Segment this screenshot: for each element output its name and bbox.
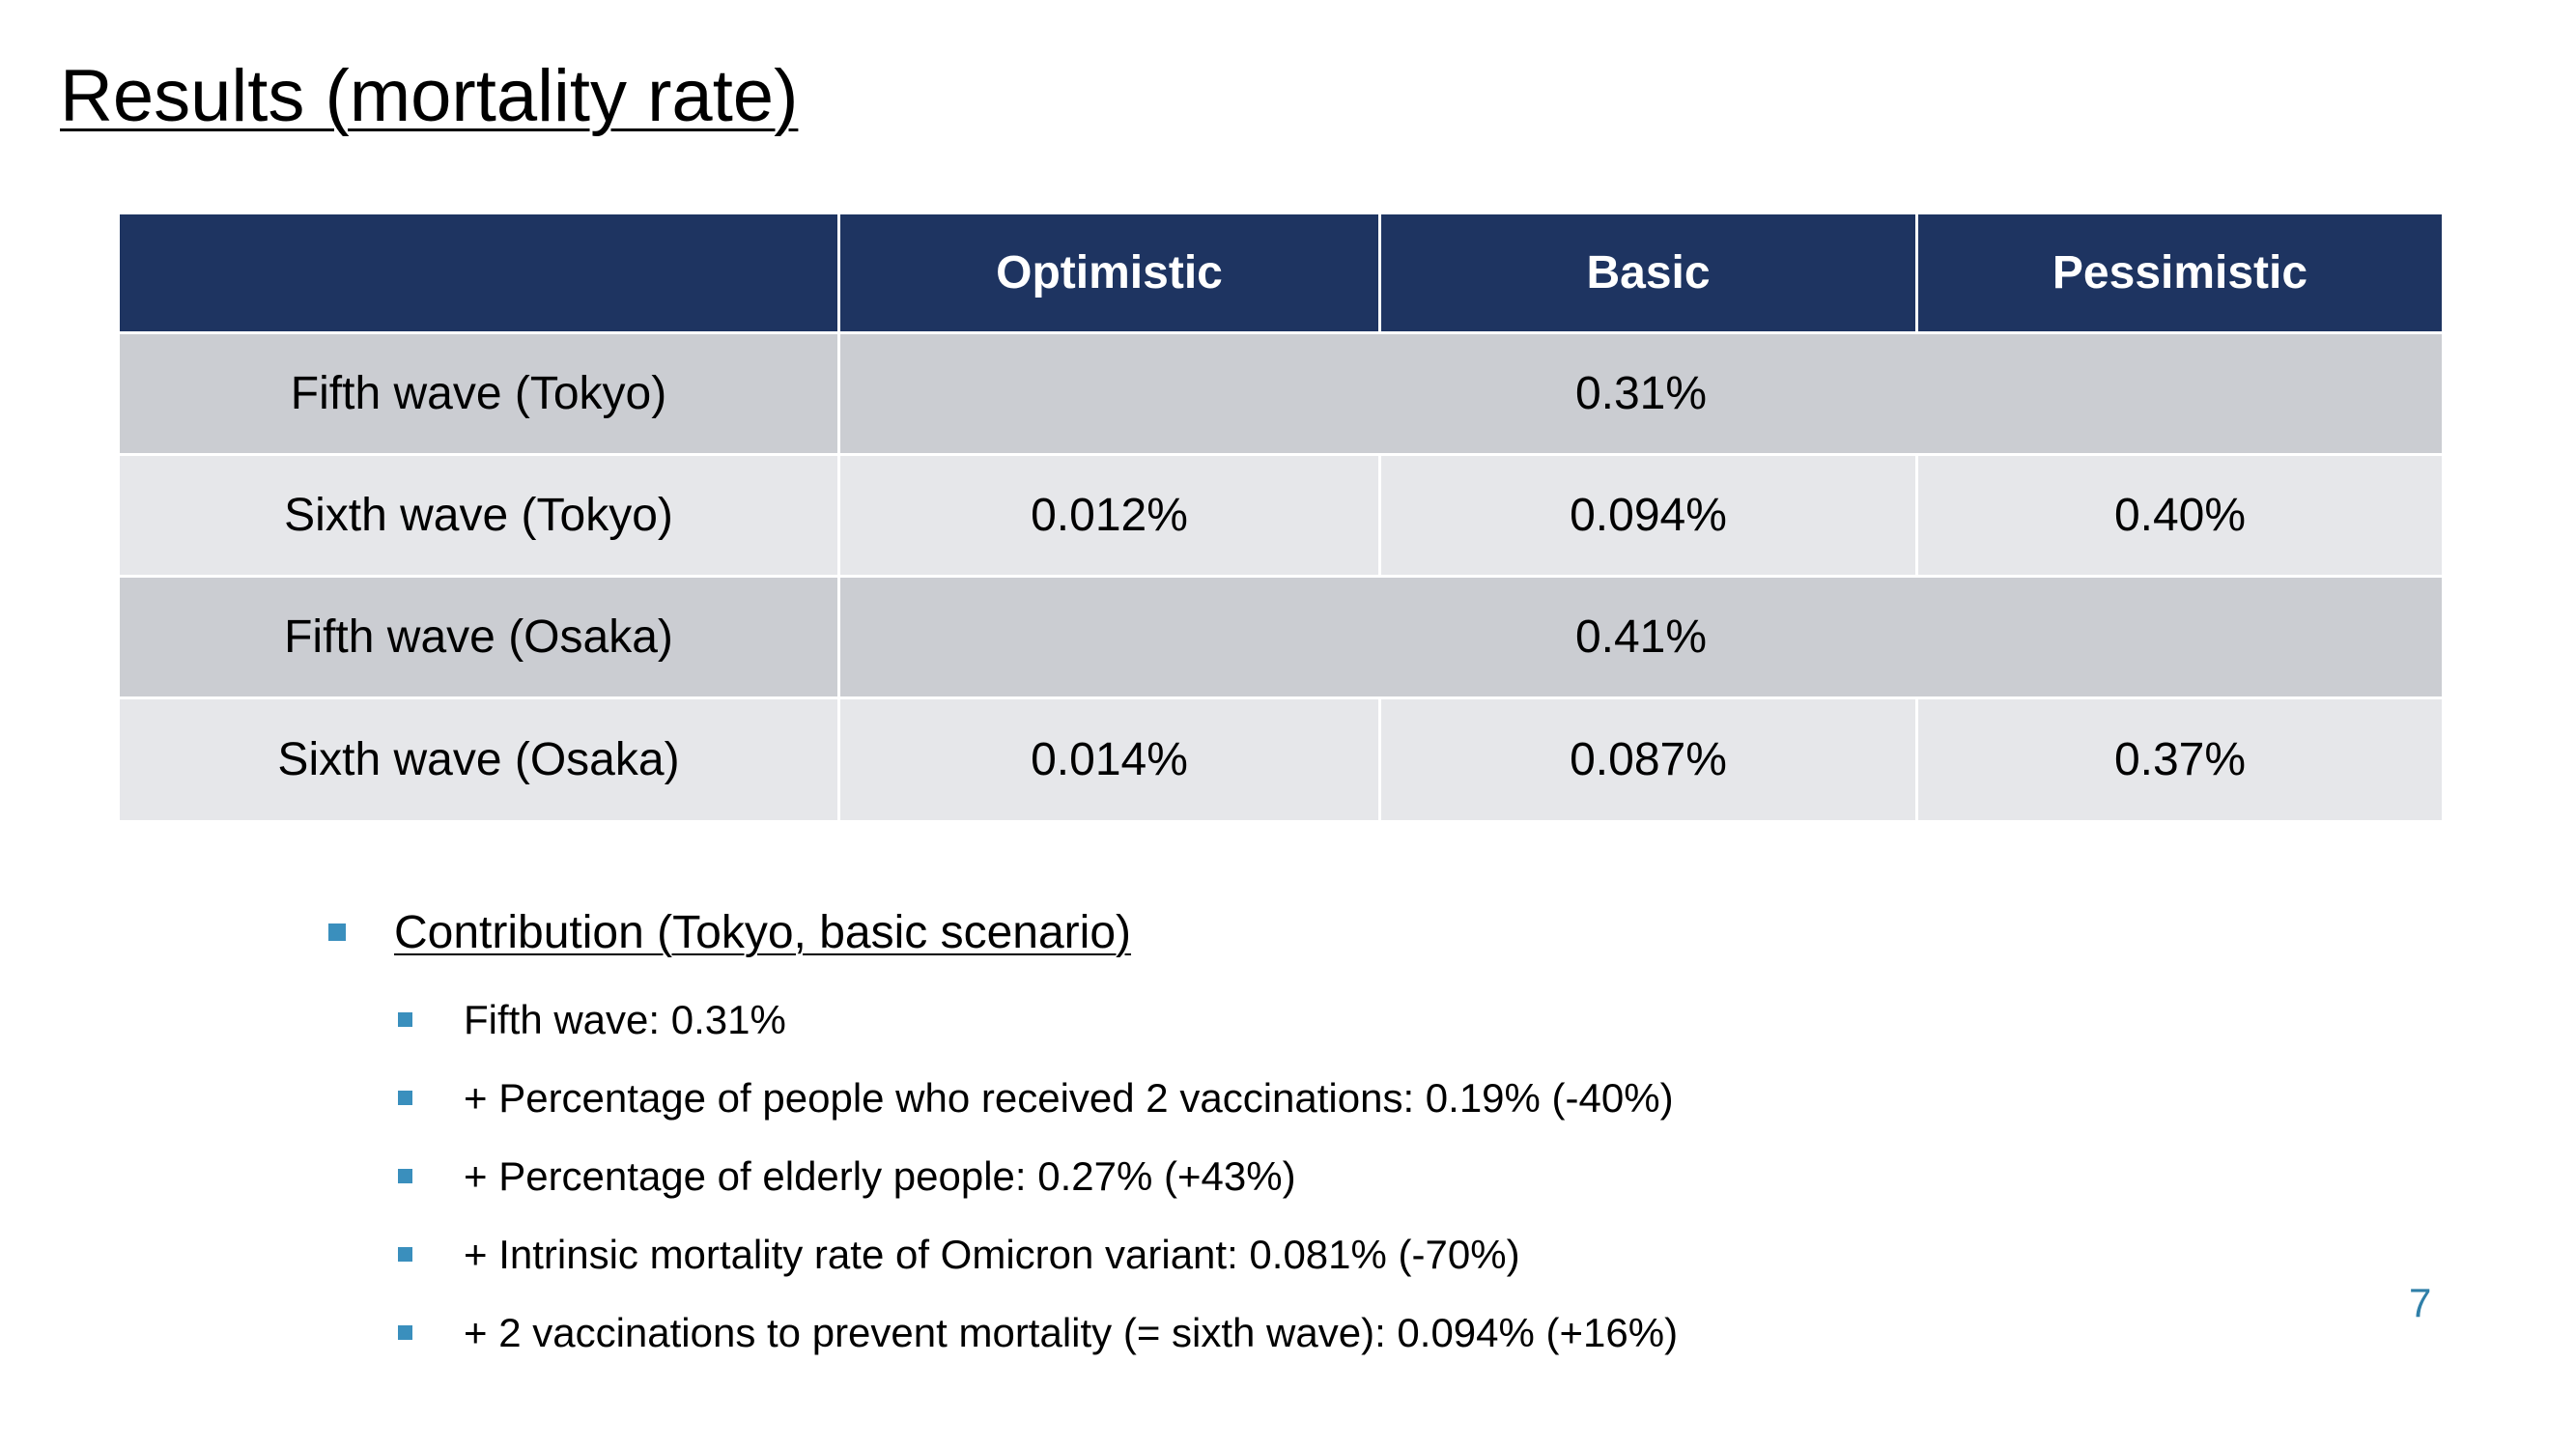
pessimistic-cell: 0.40% [1915, 453, 2445, 578]
row-label: Fifth wave (Tokyo) [117, 331, 840, 456]
square-bullet-icon [398, 1091, 412, 1105]
table-row: Fifth wave (Osaka) 0.41% [117, 575, 2445, 699]
table-row: Fifth wave (Tokyo) 0.31% [117, 331, 2445, 456]
list-item: Fifth wave: 0.31% [398, 980, 1678, 1059]
table-header-row: Optimistic Basic Pessimistic [117, 212, 2445, 334]
list-item-text: + 2 vaccinations to prevent mortality (=… [464, 1309, 1679, 1355]
optimistic-cell: 0.014% [837, 696, 1381, 820]
list-item: + Intrinsic mortality rate of Omicron va… [398, 1215, 1678, 1293]
slide-title: Results (mortality rate) [60, 55, 799, 137]
contribution-heading-item: Contribution (Tokyo, basic scenario) [328, 903, 1678, 961]
list-item-text: + Percentage of elderly people: 0.27% (+… [464, 1152, 1296, 1199]
basic-cell: 0.087% [1378, 696, 1918, 820]
table-row: Sixth wave (Tokyo) 0.012% 0.094% 0.40% [117, 453, 2445, 578]
list-item: + Percentage of people who received 2 va… [398, 1059, 1678, 1137]
basic-cell: 0.094% [1378, 453, 1918, 578]
page-number: 7 [2409, 1280, 2432, 1325]
contribution-section: Contribution (Tokyo, basic scenario) Fif… [328, 903, 1678, 1372]
square-bullet-icon [398, 1169, 412, 1183]
row-label: Sixth wave (Tokyo) [117, 453, 840, 578]
list-item-text: + Percentage of people who received 2 va… [464, 1074, 1674, 1121]
mortality-rate-table: Optimistic Basic Pessimistic Fifth wave … [117, 212, 2445, 820]
list-item: + 2 vaccinations to prevent mortality (=… [398, 1293, 1678, 1372]
merged-value-cell: 0.31% [837, 331, 2445, 456]
row-label: Sixth wave (Osaka) [117, 696, 840, 820]
list-item-text: + Intrinsic mortality rate of Omicron va… [464, 1231, 1520, 1277]
square-bullet-icon [398, 1247, 412, 1262]
pessimistic-cell: 0.37% [1915, 696, 2445, 820]
square-bullet-icon [398, 1012, 412, 1027]
header-optimistic: Optimistic [837, 212, 1381, 334]
contribution-list: Fifth wave: 0.31% + Percentage of people… [398, 980, 1678, 1372]
square-bullet-icon [398, 1325, 412, 1340]
row-label: Fifth wave (Osaka) [117, 575, 840, 699]
contribution-heading: Contribution (Tokyo, basic scenario) [394, 906, 1132, 958]
list-item-text: Fifth wave: 0.31% [464, 996, 786, 1042]
square-bullet-icon [328, 923, 346, 941]
header-empty-cell [117, 212, 840, 334]
header-pessimistic: Pessimistic [1915, 212, 2445, 334]
list-item: + Percentage of elderly people: 0.27% (+… [398, 1137, 1678, 1215]
merged-value-cell: 0.41% [837, 575, 2445, 699]
table-row: Sixth wave (Osaka) 0.014% 0.087% 0.37% [117, 696, 2445, 820]
header-basic: Basic [1378, 212, 1918, 334]
optimistic-cell: 0.012% [837, 453, 1381, 578]
